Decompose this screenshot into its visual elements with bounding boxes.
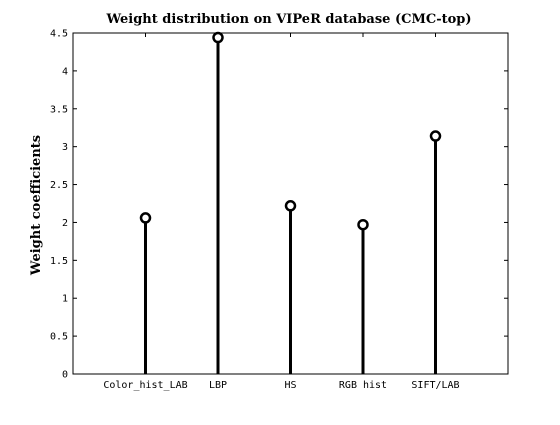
stem-series [139,31,442,374]
x-tick-label: LBP [209,380,227,391]
y-tick-label: 2 [62,218,68,229]
y-axis-label: Weight coefficients [29,135,44,276]
x-tick-label: Color_hist_LAB [103,380,187,391]
y-tick-label: 0 [62,370,68,381]
stem-marker [429,130,442,142]
y-tick-label: 3.5 [50,104,68,115]
stem-marker [284,200,297,212]
x-tick-label: RGB hist [339,380,387,391]
x-tick-label: HS [284,380,296,391]
y-axis-ticks: 0 0.5 1 1.5 2 2.5 3 3.5 4 4.5 [50,29,508,381]
y-tick-label: 4.5 [50,29,68,40]
stem-marker [139,212,152,224]
y-tick-label: 0.5 [50,332,68,343]
stem-marker [357,218,369,231]
y-tick-label: 1.5 [50,256,68,267]
y-tick-label: 3 [62,142,68,153]
x-axis-ticks: Color_hist_LAB LBP HS RGB hist SIFT/LAB [103,33,460,391]
y-tick-label: 2.5 [50,180,68,191]
y-tick-label: 4 [62,66,68,77]
chart-title: Weight distribution on VIPeR database (C… [105,12,471,27]
y-tick-label: 1 [62,294,68,305]
x-tick-label: SIFT/LAB [411,380,459,391]
stem-marker [212,31,224,44]
